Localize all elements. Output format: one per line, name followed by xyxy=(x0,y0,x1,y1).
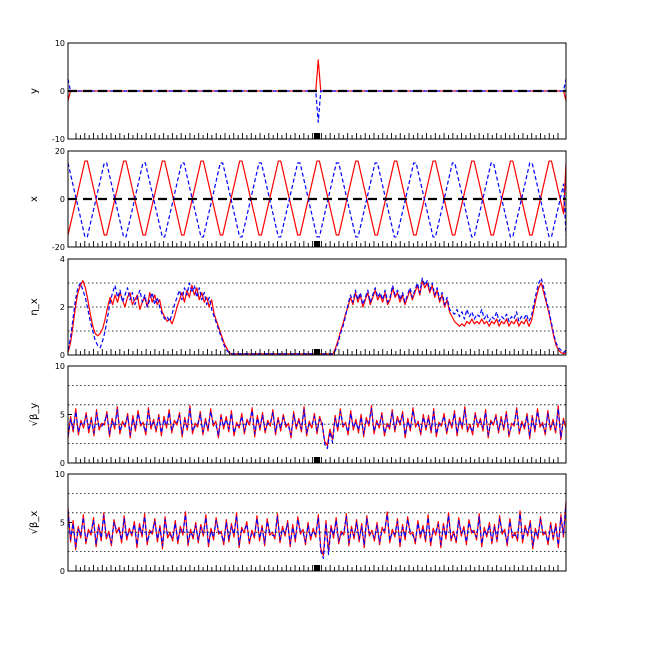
y-tick-label: -10 xyxy=(52,135,65,144)
panel-2: 20 0 -20 x xyxy=(29,147,567,252)
series-line-red xyxy=(67,405,567,447)
y-axis-label-x: η_x xyxy=(29,298,40,315)
panel-5: 10 5 0 √β_x xyxy=(29,470,567,576)
y-axis-label-x: x xyxy=(29,196,40,202)
y-tick-label: 20 xyxy=(55,147,65,156)
midpoint-marker xyxy=(314,349,320,355)
y-axis-label-y: √β_y xyxy=(29,403,40,427)
y-tick-label: 5 xyxy=(60,411,65,420)
y-tick-label: 4 xyxy=(60,255,65,264)
y-tick-label: 0 xyxy=(60,459,65,468)
series-line-blue xyxy=(67,162,567,238)
series-line-red xyxy=(67,59,567,101)
midpoint-marker xyxy=(314,133,320,139)
panel-1: 10 0 -10 y xyxy=(29,39,567,144)
y-tick-label: 10 xyxy=(55,362,65,371)
y-tick-label: 2 xyxy=(60,303,65,312)
y-axis-label-y: y xyxy=(29,88,40,94)
y-tick-label: 0 xyxy=(60,351,65,360)
panel-4: 10 5 0 √β_y xyxy=(29,362,567,468)
y-tick-label: 0 xyxy=(60,87,65,96)
y-tick-label: 5 xyxy=(60,519,65,528)
y-tick-label: 0 xyxy=(60,195,65,204)
midpoint-marker xyxy=(314,457,320,463)
midpoint-marker xyxy=(314,565,320,571)
y-tick-label: 10 xyxy=(55,39,65,48)
y-tick-label: -20 xyxy=(52,243,65,252)
series-line-red xyxy=(67,160,567,236)
y-tick-label: 10 xyxy=(55,470,65,479)
y-axis-label-x: √β_x xyxy=(29,511,40,535)
y-tick-label: 0 xyxy=(60,567,65,576)
midpoint-marker xyxy=(314,241,320,247)
series-line-blue xyxy=(67,408,567,450)
series-line-blue xyxy=(67,504,567,559)
series-line-red xyxy=(67,280,567,355)
panel-3: 4 2 0 η_x xyxy=(29,255,567,360)
panel-frame xyxy=(67,365,567,464)
series-line-blue xyxy=(67,78,567,123)
series-line-blue xyxy=(67,277,567,355)
